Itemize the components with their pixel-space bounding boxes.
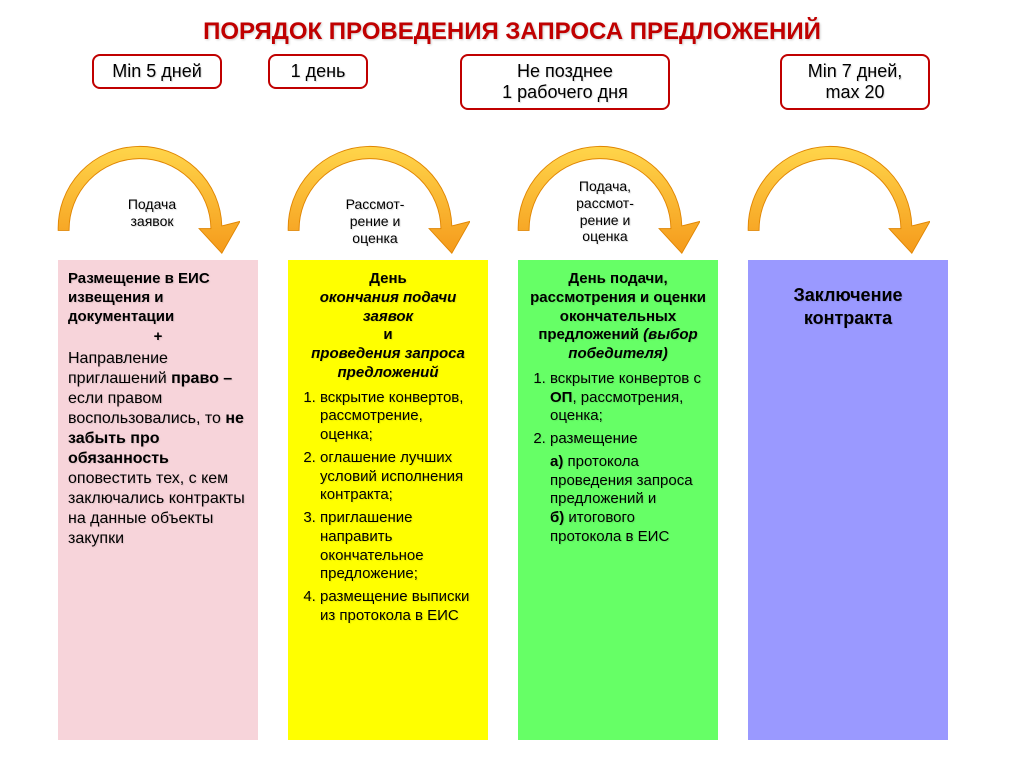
page-title: ПОРЯДОК ПРОВЕДЕНИЯ ЗАПРОСА ПРЕДЛОЖЕНИЙ xyxy=(0,0,1024,46)
top-label-0: Min 5 дней xyxy=(92,54,222,89)
column-0: Размещение в ЕИС извещения и документаци… xyxy=(58,260,258,740)
sublabel-1: Рассмот-рение иоценка xyxy=(330,196,420,246)
top-label-2: Не позднее1 рабочего дня xyxy=(460,54,670,110)
arc-arrow-3 xyxy=(730,110,930,260)
top-label-1: 1 день xyxy=(268,54,368,89)
arrows-row xyxy=(0,110,1024,260)
sublabel-2: Подача,рассмот-рение иоценка xyxy=(560,178,650,245)
arc-arrow-0 xyxy=(40,110,240,260)
top-label-3: Min 7 дней,max 20 xyxy=(780,54,930,110)
column-1: Деньокончания подачи заявокипроведения з… xyxy=(288,260,488,740)
sublabel-0: Подачазаявок xyxy=(112,196,192,230)
column-2: День подачи, рассмотрения и оценки оконч… xyxy=(518,260,718,740)
column-3: Заключение контракта xyxy=(748,260,948,740)
